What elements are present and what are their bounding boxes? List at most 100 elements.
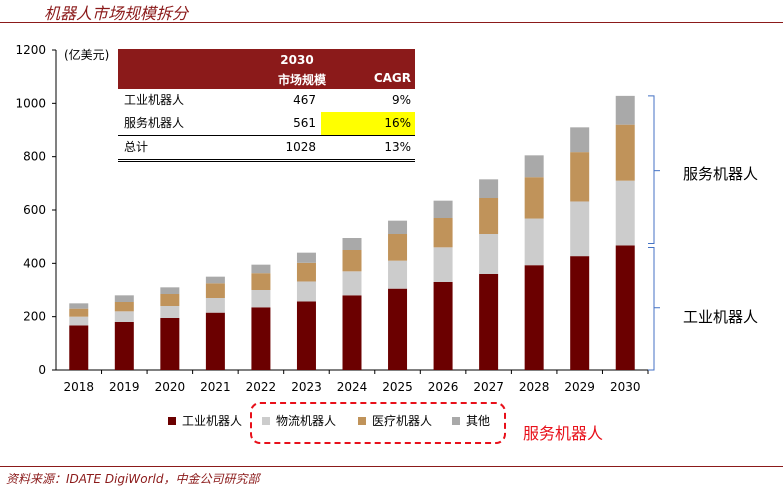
bar-segment-medical — [479, 198, 499, 234]
inset-row-cagr-highlight: 16% — [321, 112, 415, 135]
y-tick-label: 1000 — [15, 96, 46, 110]
legend-swatch — [262, 416, 270, 425]
bar-segment-other — [615, 95, 635, 125]
x-tick-label: 2025 — [382, 380, 413, 394]
x-tick-label: 2029 — [564, 380, 595, 394]
inset-row-size: 1028 — [285, 140, 316, 154]
x-tick-label: 2030 — [610, 380, 641, 394]
service-group-label: 服务机器人 — [523, 424, 604, 443]
bar-segment-industrial — [296, 301, 316, 370]
x-tick-label: 2026 — [428, 380, 459, 394]
bar-segment-logistics — [615, 180, 635, 246]
bar-segment-medical — [69, 308, 89, 317]
bar-segment-logistics — [479, 234, 499, 274]
bar-segment-logistics — [570, 201, 590, 257]
legend-swatch — [168, 416, 176, 425]
bar-segment-industrial — [524, 265, 544, 370]
bar-segment-logistics — [296, 281, 316, 302]
bar-segment-medical — [388, 234, 408, 261]
x-tick-label: 2028 — [519, 380, 550, 394]
y-tick-label: 600 — [23, 203, 46, 217]
inset-row-service: 服务机器人 561 16% — [118, 112, 415, 135]
inset-row-name: 工业机器人 — [124, 93, 185, 107]
bar-segment-medical — [114, 302, 134, 312]
inset-table-header: 2030 市场规模 CAGR — [118, 49, 415, 89]
bar-segment-other — [433, 200, 453, 218]
legend-swatch — [452, 416, 460, 425]
bar-segment-industrial — [114, 322, 134, 370]
inset-row-total: 总计 1028 13% — [118, 135, 415, 162]
bar-segment-logistics — [388, 260, 408, 289]
y-tick-label: 200 — [23, 310, 46, 324]
bar-segment-logistics — [160, 306, 180, 318]
brace-industrial — [648, 246, 655, 371]
x-tick-label: 2024 — [337, 380, 368, 394]
bar-segment-industrial — [160, 318, 180, 370]
bar-segment-logistics — [251, 290, 271, 308]
inset-row-cagr: 13% — [384, 140, 411, 154]
inset-header-cagr: CAGR — [373, 71, 411, 85]
bar-segment-medical — [296, 262, 316, 282]
x-tick-label: 2023 — [291, 380, 322, 394]
legend-item-other: 其他 — [452, 412, 490, 429]
bar-segment-other — [479, 179, 499, 198]
bar-segment-logistics — [342, 271, 362, 296]
x-tick-label: 2022 — [246, 380, 277, 394]
x-tick-label: 2021 — [200, 380, 231, 394]
side-label-industrial: 工业机器人 — [683, 308, 759, 326]
inset-row-name: 总计 — [124, 140, 149, 154]
bar-segment-medical — [615, 124, 635, 181]
bar-segment-logistics — [114, 311, 134, 322]
inset-row-industrial: 工业机器人 467 9% — [118, 89, 415, 112]
bar-segment-other — [296, 252, 316, 263]
side-label-service: 服务机器人 — [683, 165, 759, 183]
bar-segment-other — [251, 264, 271, 274]
source-divider — [0, 466, 783, 467]
y-tick-label: 1200 — [15, 43, 46, 57]
title-divider — [0, 22, 783, 23]
bar-segment-other — [160, 287, 180, 294]
legend-label: 医疗机器人 — [372, 414, 433, 428]
page-title: 机器人市场规模拆分 — [44, 4, 189, 23]
bar-segment-industrial — [479, 274, 499, 370]
y-tick-label: 400 — [23, 256, 46, 270]
service-group-dashed-box — [250, 402, 506, 444]
bar-segment-industrial — [251, 307, 271, 370]
legend-label: 工业机器人 — [182, 414, 243, 428]
inset-row-name: 服务机器人 — [124, 116, 185, 130]
inset-row-size: 467 — [293, 93, 316, 107]
bar-segment-medical — [205, 283, 225, 298]
bar-segment-logistics — [205, 298, 225, 313]
bar-segment-industrial — [69, 325, 89, 370]
inset-row-size: 561 — [293, 116, 316, 130]
bar-segment-other — [524, 155, 544, 178]
legend-swatch — [358, 416, 366, 425]
inset-table: 2030 市场规模 CAGR 工业机器人 467 9% 服务机器人 561 16… — [118, 49, 415, 162]
inset-header-year: 2030 — [280, 53, 314, 67]
bar-segment-medical — [433, 218, 453, 248]
y-tick-label: 800 — [23, 150, 46, 164]
bar-segment-industrial — [433, 282, 453, 370]
bar-segment-other — [388, 220, 408, 234]
bar-segment-medical — [251, 273, 271, 290]
bar-segment-industrial — [570, 256, 590, 370]
x-tick-label: 2018 — [63, 380, 94, 394]
legend-item-logistics: 物流机器人 — [262, 412, 336, 429]
bar-segment-other — [205, 276, 225, 284]
source-note: 资料来源：IDATE DigiWorld，中金公司研究部 — [6, 472, 260, 486]
bar-segment-medical — [570, 152, 590, 202]
bar-segment-medical — [342, 250, 362, 272]
x-tick-label: 2019 — [109, 380, 140, 394]
bar-segment-industrial — [205, 312, 225, 370]
legend-label: 其他 — [466, 414, 491, 428]
legend-label: 物流机器人 — [276, 414, 337, 428]
legend-item-medical: 医疗机器人 — [358, 412, 432, 429]
unit-label: (亿美元) — [64, 48, 110, 62]
inset-row-cagr: 9% — [391, 93, 411, 107]
bar-segment-logistics — [524, 218, 544, 266]
bar-segment-industrial — [388, 288, 408, 370]
brace-service — [648, 95, 655, 244]
x-tick-label: 2020 — [155, 380, 186, 394]
bar-segment-logistics — [69, 316, 89, 326]
